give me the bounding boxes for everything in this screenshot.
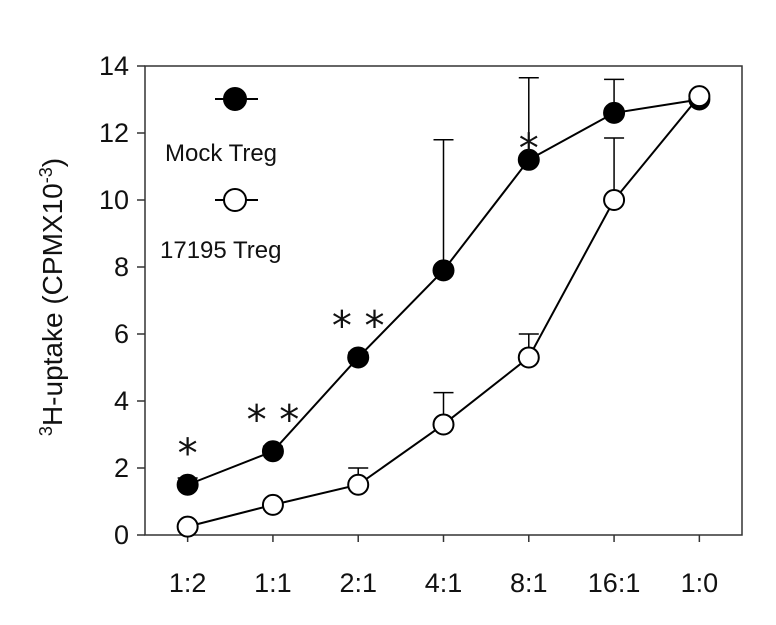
y-axis-label-end: ) bbox=[37, 158, 68, 167]
y-tick-label: 10 bbox=[99, 185, 129, 215]
x-tick-label: 4:1 bbox=[425, 568, 463, 598]
legend: Mock Treg 17195 Treg bbox=[160, 87, 281, 264]
data-point bbox=[347, 473, 370, 496]
data-point bbox=[603, 189, 626, 211]
data-point bbox=[347, 346, 370, 369]
y-tick-label: 0 bbox=[114, 520, 129, 550]
y-axis-label-main: H-uptake (CPMX10 bbox=[37, 183, 68, 426]
plot-area bbox=[144, 65, 743, 536]
significance-marker: * * bbox=[247, 397, 300, 443]
x-tick-label: 8:1 bbox=[510, 568, 548, 598]
x-tick-label: 1:2 bbox=[169, 568, 207, 598]
significance-marker: * * bbox=[332, 303, 385, 349]
data-point bbox=[261, 440, 284, 463]
x-tick-label: 16:1 bbox=[588, 568, 641, 598]
x-tick-label: 1:1 bbox=[254, 568, 292, 598]
y-tick-label: 8 bbox=[114, 252, 129, 282]
data-point bbox=[688, 85, 711, 108]
legend-marker-mock bbox=[215, 87, 258, 111]
data-point bbox=[517, 148, 540, 171]
x-tick-label: 1:0 bbox=[681, 568, 719, 598]
data-point bbox=[176, 473, 199, 496]
data-point bbox=[517, 346, 540, 369]
y-tick-label: 6 bbox=[114, 319, 129, 349]
y-tick-label: 12 bbox=[99, 118, 129, 148]
y-axis-label: 3H-uptake (CPMX10-3) bbox=[36, 158, 68, 436]
x-axis: 1:2 1:1 2:1 4:1 8:1 16:1 1:0 bbox=[169, 535, 718, 598]
series-17195-treg bbox=[176, 85, 711, 538]
plot-frame bbox=[144, 65, 743, 536]
y-tick-label: 2 bbox=[114, 453, 129, 483]
data-point bbox=[603, 101, 626, 124]
significance-marker: * bbox=[178, 431, 198, 477]
annotation-layer: * * * * * * bbox=[178, 126, 539, 477]
series-mock-treg bbox=[176, 76, 711, 496]
y-axis: 0 2 4 6 8 10 12 14 bbox=[99, 51, 145, 550]
y-tick-label: 14 bbox=[99, 51, 129, 81]
data-point bbox=[432, 413, 455, 436]
legend-marker-17195 bbox=[215, 188, 258, 212]
y-axis-label-sup-suffix: -3 bbox=[36, 167, 56, 183]
data-point bbox=[261, 493, 284, 516]
series-layer bbox=[176, 76, 711, 538]
legend-label-17195: 17195 Treg bbox=[160, 237, 281, 264]
significance-marker: * bbox=[519, 126, 539, 172]
legend-label-mock: Mock Treg bbox=[165, 140, 277, 167]
y-axis-label-sup-prefix: 3 bbox=[36, 426, 56, 436]
data-point bbox=[432, 259, 455, 282]
x-tick-label: 2:1 bbox=[339, 568, 377, 598]
y-tick-label: 4 bbox=[114, 386, 129, 416]
data-point bbox=[176, 515, 199, 538]
